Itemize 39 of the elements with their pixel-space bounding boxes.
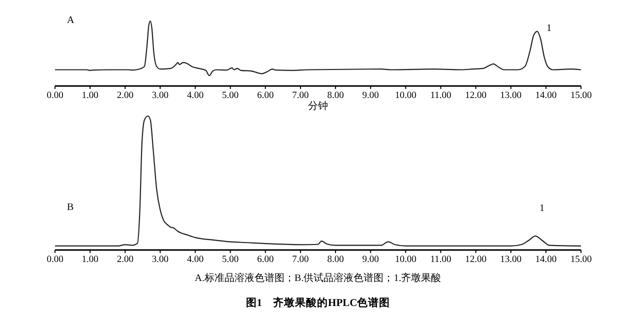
x-tick-label: 14.00: [535, 255, 557, 265]
annotation: 1: [546, 23, 552, 34]
x-tick-label: 5.00: [222, 255, 239, 265]
x-tick-label: 11.00: [430, 91, 452, 101]
x-tick-label: 11.00: [430, 255, 452, 265]
x-tick-label: 5.00: [222, 91, 239, 101]
annotation: A: [67, 15, 75, 26]
x-tick-label: 2.00: [116, 91, 134, 101]
x-tick-label: 7.00: [292, 91, 310, 101]
x-tick-label: 4.00: [186, 255, 204, 265]
annotation: B: [67, 202, 74, 213]
x-tick-label: 6.00: [257, 255, 274, 265]
x-tick-label: 9.00: [362, 255, 380, 265]
x-tick-label: 1.00: [82, 91, 99, 101]
x-tick-label: 0.00: [46, 255, 64, 265]
annotation: 1: [540, 203, 544, 214]
text: 图1 齐墩果酸的HPLC色谱图: [246, 296, 390, 309]
x-tick-label: 1.00: [82, 255, 99, 265]
x-tick-label: 8.00: [327, 91, 344, 101]
x-tick-label: 10.00: [394, 255, 417, 265]
x-tick-label: 7.00: [292, 255, 310, 265]
x-tick-label: 12.00: [465, 91, 487, 101]
x-tick-label: 6.00: [257, 91, 274, 101]
x-tick-label: 13.00: [500, 91, 522, 101]
x-tick-label: 9.00: [362, 91, 380, 101]
x-tick-label: 13.00: [500, 255, 522, 265]
x-tick-label: 14.00: [535, 91, 557, 101]
x-tick-label: 15.00: [570, 91, 592, 101]
x-tick-label: 4.00: [186, 91, 204, 101]
x-tick-label: 12.00: [465, 255, 487, 265]
x-tick-label: 0.00: [46, 91, 64, 101]
x-axis-title: 分钟: [308, 100, 328, 112]
x-tick-label: 3.00: [152, 91, 169, 101]
x-tick-label: 8.00: [327, 255, 344, 265]
x-tick-label: 10.00: [394, 91, 417, 101]
text: A.标准品溶液色谱图；B.供试品溶液色谱图；1.齐墩果酸: [194, 272, 442, 284]
x-tick-label: 3.00: [152, 255, 169, 265]
x-tick-label: 15.00: [570, 255, 592, 265]
x-tick-label: 2.00: [116, 255, 134, 265]
